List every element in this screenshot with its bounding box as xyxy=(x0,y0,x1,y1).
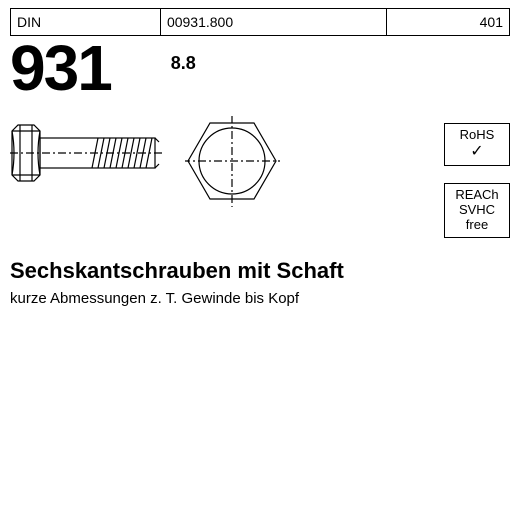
header-col-ref: 401 xyxy=(386,9,509,36)
reach-line1: REACh xyxy=(449,188,505,203)
reach-line3: free xyxy=(449,218,505,233)
bolt-side-view-icon xyxy=(10,118,170,198)
bolt-front-view-icon xyxy=(185,116,280,211)
page-subtitle: kurze Abmessungen z. T. Gewinde bis Kopf xyxy=(10,290,520,307)
reach-badge: REACh SVHC free xyxy=(444,183,510,238)
page-title: Sechskantschrauben mit Schaft xyxy=(10,258,520,284)
check-icon: ✓ xyxy=(449,143,505,161)
rohs-badge: RoHS ✓ xyxy=(444,123,510,166)
header-col-code: 00931.800 xyxy=(160,9,386,36)
standard-row: 931 8.8 xyxy=(10,36,520,100)
strength-grade: 8.8 xyxy=(171,53,196,74)
rohs-label: RoHS xyxy=(449,128,505,143)
standard-number: 931 xyxy=(10,36,111,100)
reach-line2: SVHC xyxy=(449,203,505,218)
